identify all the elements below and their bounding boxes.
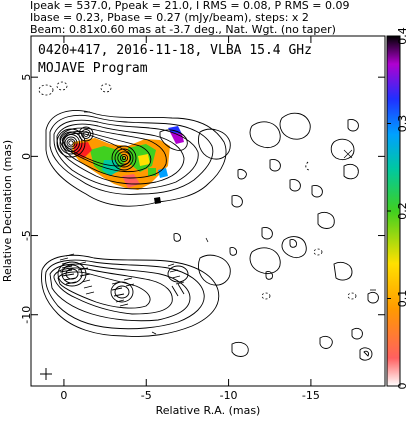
plot-title-line-1: 0420+417, 2016-11-18, VLBA 15.4 GHz bbox=[38, 43, 312, 58]
plot-title-line-2: MOJAVE Program bbox=[38, 61, 148, 76]
x-tick-label: -5 bbox=[141, 389, 152, 402]
y-tick-label: 5 bbox=[20, 74, 33, 81]
x-tick-label: -10 bbox=[220, 389, 238, 402]
y-tick-label: -5 bbox=[20, 230, 33, 241]
colorbar-tick-label: 0.1 bbox=[396, 290, 409, 308]
header-stats-line-2: Ibase = 0.23, Pbase = 0.27 (mJy/beam), s… bbox=[30, 11, 309, 24]
x-axis-label: Relative R.A. (mas) bbox=[156, 404, 261, 417]
beam-marker bbox=[40, 368, 52, 380]
y-tick-label: 0 bbox=[20, 153, 33, 160]
colorbar-tick-label: 0.2 bbox=[396, 202, 409, 220]
header-beam-line: Beam: 0.81x0.60 mas at -3.7 deg., Nat. W… bbox=[30, 23, 336, 36]
y-tick-label: -10 bbox=[20, 306, 33, 324]
polarization-vectors bbox=[59, 253, 185, 307]
colorbar-tick-label: 0.4 bbox=[396, 27, 409, 45]
y-axis-label: Relative Decination (mas) bbox=[1, 140, 14, 282]
lower-contours bbox=[41, 236, 379, 361]
y-axis-ticks: 5 0 -5 -10 bbox=[20, 74, 385, 324]
colorbar-ticks: 0 0.1 0.2 0.3 0.4 bbox=[387, 27, 409, 390]
upper-contours bbox=[45, 110, 359, 256]
x-axis-ticks: 0 -5 -10 -15 bbox=[60, 36, 320, 402]
colorbar-tick-label: 0.3 bbox=[396, 115, 409, 133]
x-tick-label: -15 bbox=[302, 389, 320, 402]
plot-frame bbox=[30, 35, 386, 387]
colorbar-tick-label: 0 bbox=[396, 383, 409, 390]
x-tick-label: 0 bbox=[60, 389, 67, 402]
small-markers bbox=[84, 111, 376, 335]
negative-contours bbox=[38, 81, 357, 300]
header-stats-line-1: Ipeak = 537.0, Ppeak = 21.0, I RMS = 0.0… bbox=[30, 0, 350, 12]
